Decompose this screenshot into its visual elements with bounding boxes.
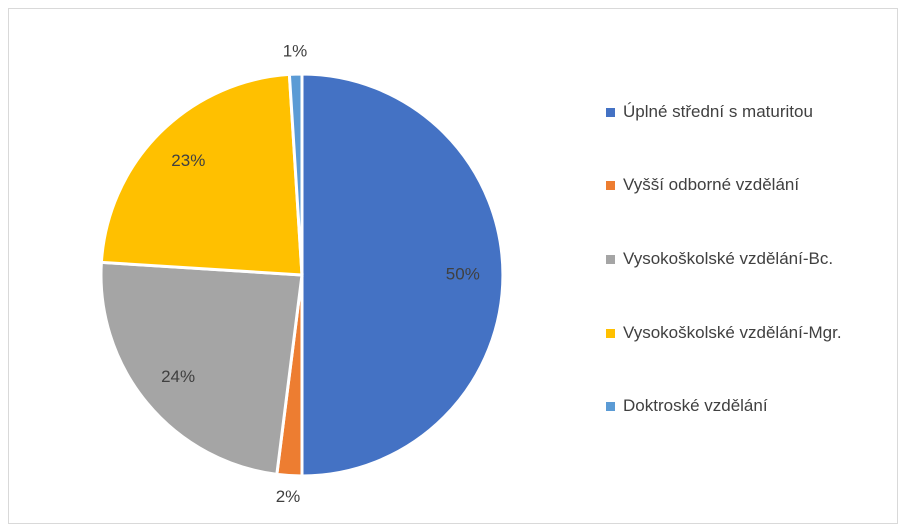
pie-slice: [300, 72, 505, 478]
legend-swatch: [606, 402, 615, 411]
legend-item: Úplné střední s maturitou: [606, 100, 855, 124]
pie-slice: [99, 260, 304, 477]
legend-swatch: [606, 329, 615, 338]
legend-item: Doktroské vzdělání: [606, 394, 855, 418]
legend-label: Úplné střední s maturitou: [623, 102, 813, 121]
data-label: 24%: [161, 367, 195, 386]
legend-swatch: [606, 181, 615, 190]
legend-swatch: [606, 255, 615, 264]
legend-label: Vyšší odborné vzdělání: [623, 175, 800, 194]
legend-item: Vysokoškolské vzdělání-Mgr.: [606, 321, 855, 345]
legend-item: Vysokoškolské vzdělání-Bc.: [606, 247, 855, 271]
data-label: 50%: [446, 264, 480, 283]
legend-label: Vysokoškolské vzdělání-Mgr.: [623, 323, 842, 342]
chart-border: [8, 8, 898, 524]
legend-label: Vysokoškolské vzdělání-Bc.: [623, 249, 834, 268]
legend-swatch: [606, 108, 615, 117]
legend-item: Vyšší odborné vzdělání: [606, 173, 855, 197]
pie-slice: [287, 72, 304, 276]
legend-label: Doktroské vzdělání: [623, 396, 768, 415]
data-label: 1%: [283, 42, 308, 61]
data-label: 23%: [171, 151, 205, 170]
pie-slice: [99, 72, 304, 277]
data-label: 2%: [276, 487, 301, 506]
